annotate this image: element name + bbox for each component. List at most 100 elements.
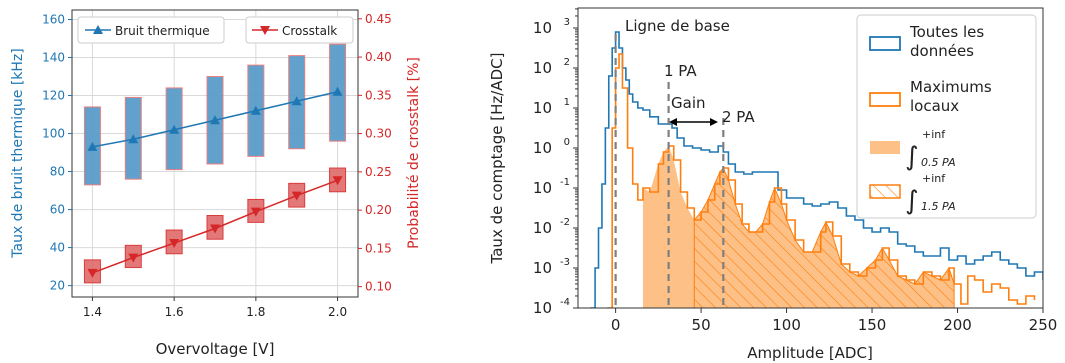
- left-plot-frame: [71, 9, 359, 298]
- marker-crosstalk-3: [210, 224, 220, 234]
- left-y2tick-label-6: 0.40: [365, 50, 392, 64]
- left-ytick-label-3: 80: [50, 165, 65, 179]
- right-xtick-label-0: 0: [611, 316, 621, 334]
- annotation-1pe: 1 PA: [664, 62, 697, 80]
- annotation-baseline: Ligne de base: [625, 17, 730, 35]
- left-y2tick-label-0: 0.10: [365, 280, 392, 294]
- right-x-axis-label: Amplitude [ADC]: [747, 344, 873, 362]
- left-xtick-label-3: 2.0: [328, 305, 347, 319]
- legend-right: Toutes les données Maximums locaux ∫ +in…: [856, 14, 1037, 219]
- legend-all-line1: Toutes les: [909, 23, 984, 41]
- right-reference-lines: [614, 34, 725, 308]
- right-ytick-label-6: 10: [533, 59, 552, 77]
- right-xtick-label-1: 50: [692, 316, 711, 334]
- right-xtick-label-2: 100: [772, 316, 801, 334]
- right-ytick-label-0: 10: [533, 299, 552, 317]
- right-ytick-label-7: 10: [533, 19, 552, 37]
- annotation-gain: Gain: [671, 94, 706, 112]
- legend-all-line2: données: [910, 42, 974, 60]
- right-y-ticks: 10 -4 10 -3 10 -2 10 -1 10 0 10 1 10 2 10 3: [533, 8, 578, 317]
- marker-crosstalk-2: [169, 239, 180, 249]
- left-y2tick-label-4: 0.30: [365, 127, 392, 141]
- legend-swatch-all: [869, 36, 901, 51]
- right-ytick-exp-5: 1: [564, 97, 570, 108]
- right-x-ticks: 0 50 100 150 200 250: [611, 308, 1057, 334]
- left-x-ticks: 1.4 1.6 1.8 2.0: [83, 297, 347, 319]
- right-ytick-exp-6: 2: [564, 57, 570, 68]
- line-all-data: [589, 31, 1043, 308]
- left-x-axis-label: Overvoltage [V]: [156, 340, 275, 358]
- left-ytick-label-0: 20: [50, 279, 65, 293]
- triangle-up-icon: [93, 25, 103, 34]
- left-y-ticks: 20 40 60 80 100 120 140 160: [42, 13, 72, 293]
- right-ytick-exp-1: -3: [560, 257, 570, 268]
- legend-swatch-int05: [870, 141, 900, 154]
- right-ytick-label-2: 10: [533, 219, 552, 237]
- right-ytick-exp-0: -4: [560, 297, 570, 308]
- left-y2-axis-label: Probabilité de crosstalk [%]: [406, 57, 422, 249]
- marker-crosstalk-5: [291, 191, 302, 201]
- legend-bruit-label: Bruit thermique: [115, 24, 210, 38]
- left-xtick-label-2: 1.8: [246, 305, 265, 319]
- left-xtick-label-1: 1.6: [165, 305, 184, 319]
- right-y-axis-label: Taux de comptage [Hz/ADC]: [488, 53, 506, 265]
- right-xtick-label-3: 150: [858, 316, 887, 334]
- marker-bruit-6: [332, 86, 343, 96]
- right-ytick-exp-7: 3: [564, 17, 570, 28]
- right-ytick-exp-2: -2: [560, 217, 570, 228]
- left-y-axis-label: Taux de bruit thermique [kHz]: [10, 48, 26, 258]
- marker-bruit-5: [291, 96, 302, 106]
- right-xtick-label-5: 250: [1029, 316, 1058, 334]
- left-ytick-label-1: 40: [50, 241, 65, 255]
- right-ytick-exp-4: 0: [564, 137, 570, 148]
- left-ytick-label-6: 140: [42, 51, 65, 65]
- left-y2tick-label-3: 0.25: [365, 165, 392, 179]
- triangle-down-icon: [260, 26, 270, 35]
- left-ytick-label-7: 160: [42, 13, 65, 27]
- left-xtick-label-0: 1.4: [83, 305, 102, 319]
- gain-arrow: [669, 118, 718, 126]
- right-ytick-label-5: 10: [533, 99, 552, 117]
- legend-int15-upper: +inf: [922, 172, 946, 185]
- marker-crosstalk-4: [250, 207, 261, 217]
- marker-bruit-0: [87, 141, 98, 151]
- left-y2-ticks: 0.10 0.15 0.20 0.25 0.30 0.35 0.40 0.45: [358, 12, 392, 294]
- marker-bruit-4: [250, 105, 261, 115]
- right-plot-frame: [577, 7, 1044, 309]
- left-ytick-label-2: 60: [50, 203, 65, 217]
- right-xtick-label-4: 200: [943, 316, 972, 334]
- marker-crosstalk-0: [87, 268, 98, 278]
- left-y2tick-label-5: 0.35: [365, 88, 392, 102]
- legend-swatch-local: [869, 92, 901, 107]
- left-y2tick-label-7: 0.45: [365, 12, 392, 26]
- integral-sign-15: ∫: [905, 186, 919, 216]
- annotation-2pe: 2 PA: [722, 108, 755, 126]
- left-ytick-label-4: 100: [42, 127, 65, 141]
- fill-integral-15pa: [693, 167, 955, 308]
- marker-bruit-1: [128, 134, 139, 144]
- line-local-maxima: [607, 53, 1036, 308]
- left-y2tick-label-1: 0.15: [365, 241, 392, 255]
- legend-bruit: Bruit thermique: [77, 16, 225, 44]
- legend-crosstalk-label: Crosstalk: [282, 24, 337, 38]
- legend-swatch-int15: [869, 184, 901, 199]
- right-fills: [642, 146, 955, 308]
- integral-sign-05: ∫: [905, 142, 919, 172]
- legend-int05-upper: +inf: [922, 128, 946, 141]
- legend-local-line2: locaux: [910, 97, 959, 115]
- marker-crosstalk-6: [332, 176, 343, 186]
- legend-local-line1: Maximums: [910, 78, 992, 96]
- legend-int05-lower: 0.5 PA: [921, 156, 956, 169]
- left-y2tick-label-2: 0.20: [365, 203, 392, 217]
- right-ytick-label-4: 10: [533, 139, 552, 157]
- marker-bruit-2: [169, 124, 180, 134]
- legend-int15-lower: 1.5 PA: [921, 200, 956, 213]
- marker-crosstalk-1: [128, 253, 139, 263]
- legend-crosstalk: Crosstalk: [245, 16, 354, 44]
- left-ytick-label-5: 120: [42, 89, 65, 103]
- marker-bruit-3: [210, 115, 220, 125]
- right-ytick-exp-3: -1: [560, 177, 570, 188]
